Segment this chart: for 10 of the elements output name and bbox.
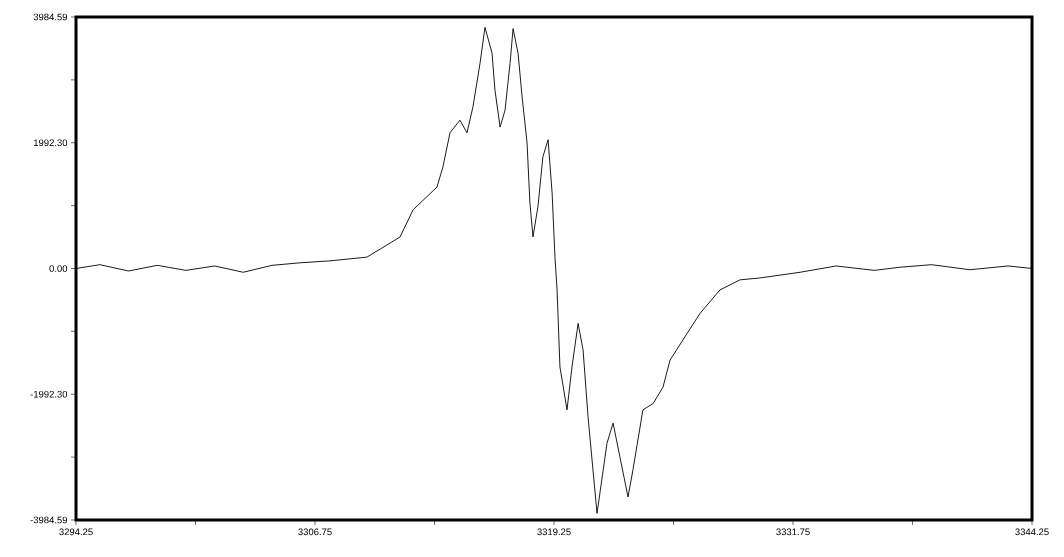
x-tick-label: 3344.25: [1015, 528, 1049, 536]
y-tick-label: 0.00: [49, 265, 68, 272]
y-tick-label: 3984.59: [33, 13, 68, 21]
y-tick-label: -1992.30: [30, 390, 68, 398]
x-tick-label: 3294.25: [59, 528, 93, 536]
y-tick-label: -3984.59: [30, 516, 68, 524]
x-tick-label: 3306.75: [298, 528, 332, 536]
y-tick-label: 1992.30: [34, 139, 68, 147]
x-tick-label: 3331.75: [776, 528, 810, 536]
x-tick-label: 3319.25: [537, 528, 571, 536]
